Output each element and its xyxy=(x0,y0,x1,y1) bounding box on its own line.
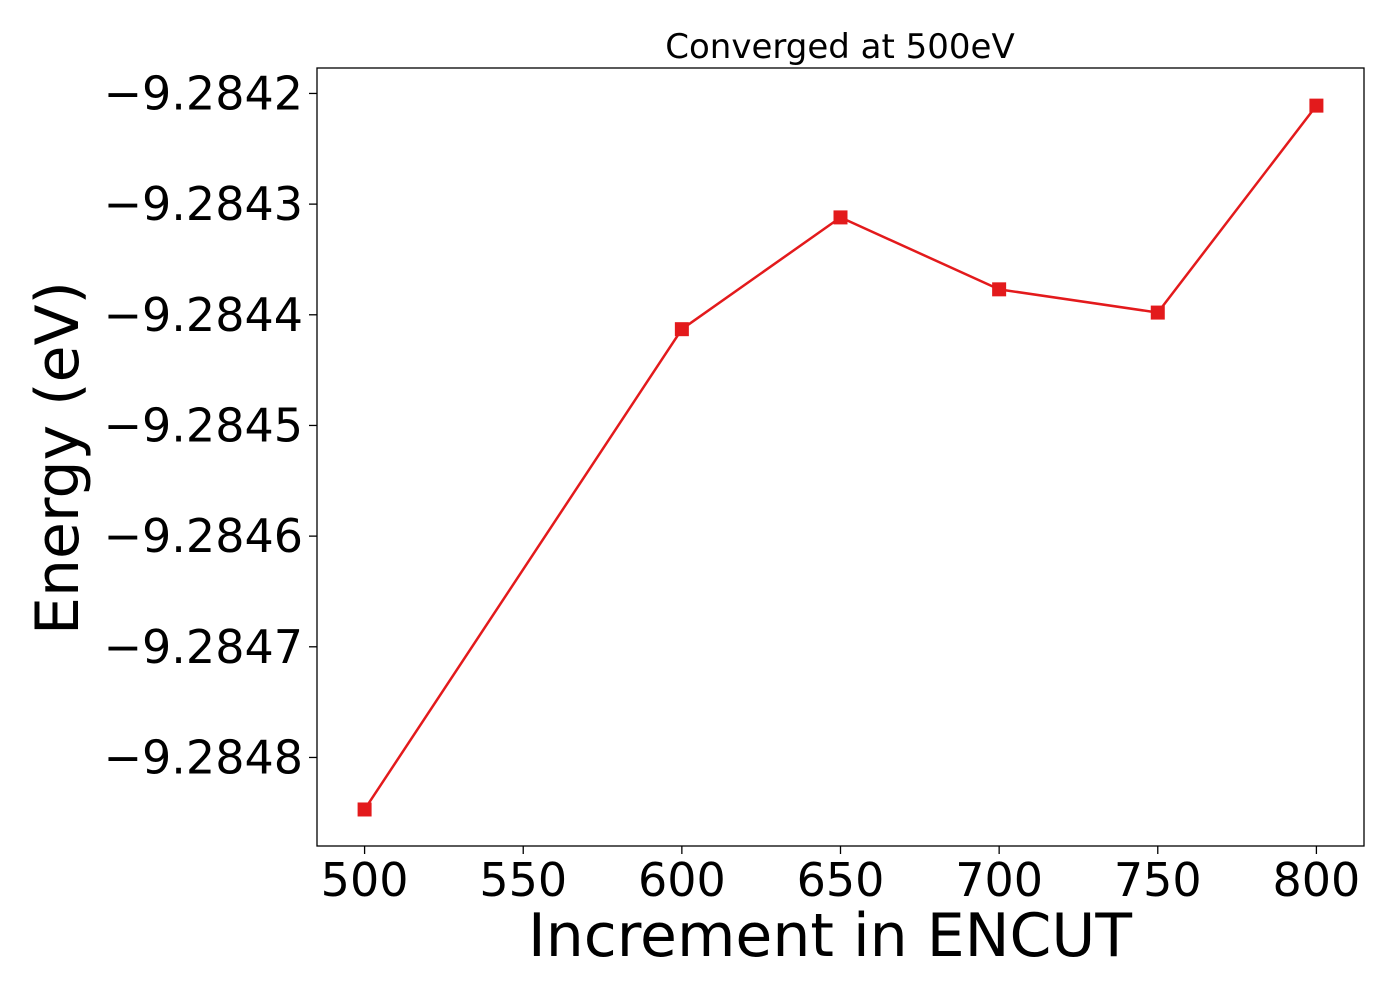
chart-title: Converged at 500eV xyxy=(665,27,1014,67)
plot-area xyxy=(316,67,1365,847)
data-point-marker xyxy=(1309,98,1324,113)
y-axis: −9.2848 −9.2847 −9.2846 −9.2845 −9.2844 −9.28… xyxy=(104,66,317,784)
x-tick-label: 750 xyxy=(1114,853,1202,907)
x-axis: 500 550 600 650 700 750 800 xyxy=(321,846,1361,907)
x-tick-label: 600 xyxy=(638,853,726,907)
axes-frame xyxy=(316,67,1365,847)
data-point-marker xyxy=(674,322,689,337)
x-tick-label: 700 xyxy=(955,853,1043,907)
y-tick-label: −9.2845 xyxy=(104,398,304,452)
y-axis-label: Energy (eV) xyxy=(23,281,93,635)
y-tick-label: −9.2844 xyxy=(104,288,304,342)
x-tick-label: 650 xyxy=(797,853,885,907)
y-tick-label: −9.2847 xyxy=(104,620,304,674)
series-line xyxy=(363,104,1318,811)
x-tick-label: 500 xyxy=(321,853,409,907)
y-tick-label: −9.2846 xyxy=(104,509,304,563)
x-axis-label: Increment in ENCUT xyxy=(528,901,1132,971)
y-tick-label: −9.2848 xyxy=(104,730,304,784)
series-line-group xyxy=(357,98,1324,817)
data-point-marker xyxy=(833,210,848,225)
data-point-marker xyxy=(992,282,1007,297)
y-tick-label: −9.2843 xyxy=(104,177,304,231)
x-tick-label: 550 xyxy=(479,853,567,907)
y-tick-label: −9.2842 xyxy=(104,66,304,120)
data-point-marker xyxy=(357,802,372,817)
data-point-marker xyxy=(1150,305,1165,320)
x-tick-label: 800 xyxy=(1273,853,1361,907)
